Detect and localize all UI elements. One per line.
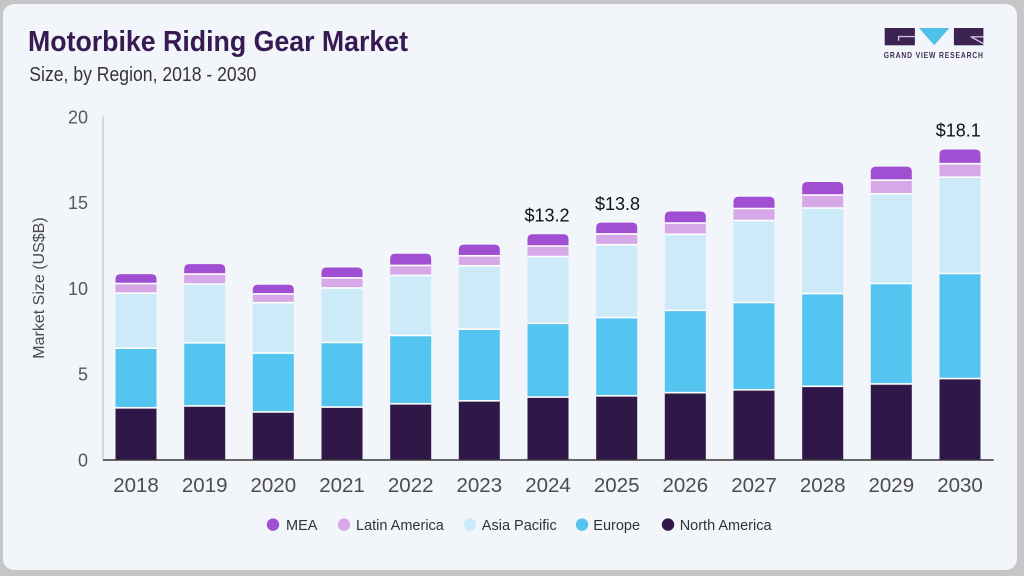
svg-text:Size, by Region, 2018 - 2030: Size, by Region, 2018 - 2030: [29, 64, 256, 86]
svg-text:15: 15: [68, 193, 88, 213]
svg-text:2026: 2026: [662, 474, 708, 497]
svg-text:Asia Pacific: Asia Pacific: [482, 518, 557, 534]
svg-text:20: 20: [68, 107, 88, 127]
svg-text:2030: 2030: [937, 474, 983, 497]
svg-text:North America: North America: [680, 518, 773, 534]
svg-text:2027: 2027: [731, 474, 777, 497]
svg-text:2020: 2020: [250, 474, 296, 497]
svg-text:2019: 2019: [182, 474, 228, 497]
svg-text:2028: 2028: [800, 474, 846, 497]
svg-text:2021: 2021: [319, 474, 365, 497]
svg-text:2025: 2025: [594, 474, 640, 497]
svg-text:2024: 2024: [525, 474, 571, 497]
svg-text:10: 10: [68, 279, 88, 299]
svg-text:Market Size (US$B): Market Size (US$B): [31, 217, 48, 358]
svg-text:2022: 2022: [388, 474, 434, 497]
svg-text:2023: 2023: [456, 474, 502, 497]
svg-text:2018: 2018: [113, 474, 159, 497]
svg-text:MEA: MEA: [286, 518, 318, 534]
svg-text:GRAND VIEW RESEARCH: GRAND VIEW RESEARCH: [884, 51, 984, 60]
svg-text:Latin America: Latin America: [356, 518, 445, 534]
svg-text:$13.2: $13.2: [524, 206, 569, 226]
svg-text:$18.1: $18.1: [936, 121, 981, 141]
svg-text:2029: 2029: [868, 474, 914, 497]
svg-text:Motorbike Riding Gear Market: Motorbike Riding Gear Market: [28, 26, 408, 58]
svg-text:0: 0: [78, 450, 88, 470]
svg-text:Europe: Europe: [593, 518, 640, 534]
svg-text:$13.8: $13.8: [595, 194, 640, 214]
svg-text:5: 5: [78, 365, 88, 385]
